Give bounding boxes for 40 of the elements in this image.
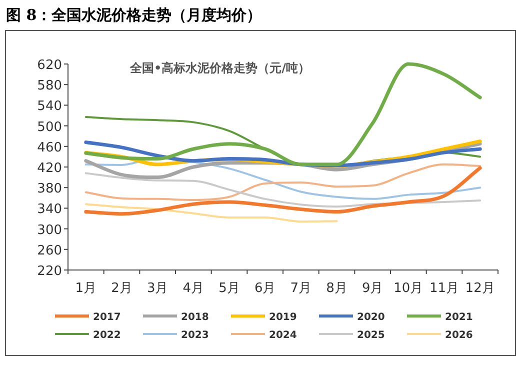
chart-subtitle: 全国•高标水泥价格走势（元/吨） bbox=[129, 61, 310, 75]
y-tick-label: 580 bbox=[37, 78, 62, 94]
x-tick-label: 6月 bbox=[254, 281, 276, 296]
y-tick-label: 260 bbox=[37, 243, 62, 258]
legend-label: 2017 bbox=[93, 312, 121, 323]
legend-label: 2025 bbox=[357, 330, 385, 341]
y-tick-label: 220 bbox=[37, 264, 62, 279]
legend-label: 2024 bbox=[269, 330, 297, 341]
chart-title: 图 8：全国水泥价格走势（月度均价） bbox=[6, 6, 262, 24]
y-tick-label: 460 bbox=[37, 140, 62, 156]
line-series bbox=[84, 203, 338, 223]
x-tick-label: 7月 bbox=[290, 281, 312, 296]
x-tick-label: 11月 bbox=[429, 281, 460, 296]
legend-label: 2022 bbox=[93, 330, 121, 341]
line-series bbox=[84, 166, 482, 216]
legend-label: 2026 bbox=[445, 330, 473, 341]
y-tick-label: 340 bbox=[37, 202, 62, 218]
x-tick-label: 9月 bbox=[362, 281, 384, 296]
y-tick-label: 620 bbox=[37, 58, 62, 73]
x-tick-label: 12月 bbox=[465, 281, 495, 296]
y-tick-label: 380 bbox=[37, 182, 62, 197]
line-series bbox=[84, 172, 482, 208]
y-tick-label: 540 bbox=[37, 99, 62, 114]
x-tick-label: 4月 bbox=[182, 281, 204, 296]
legend-label: 2021 bbox=[445, 312, 473, 323]
y-tick-label: 420 bbox=[37, 161, 62, 176]
y-tick-label: 500 bbox=[37, 120, 62, 135]
x-tick-label: 2月 bbox=[111, 281, 132, 296]
x-tick-label: 3月 bbox=[146, 281, 168, 296]
legend-label: 2018 bbox=[181, 312, 209, 323]
x-tick-label: 8月 bbox=[326, 281, 348, 296]
x-tick-label: 10月 bbox=[394, 281, 424, 296]
legend-label: 2019 bbox=[269, 312, 297, 323]
y-tick-label: 300 bbox=[37, 222, 62, 238]
legend-label: 2023 bbox=[181, 330, 209, 341]
x-tick-label: 5月 bbox=[218, 281, 240, 296]
legend-label: 2020 bbox=[357, 312, 385, 323]
line-series bbox=[84, 62, 482, 166]
x-tick-label: 1月 bbox=[75, 281, 97, 296]
line-series bbox=[84, 163, 482, 201]
